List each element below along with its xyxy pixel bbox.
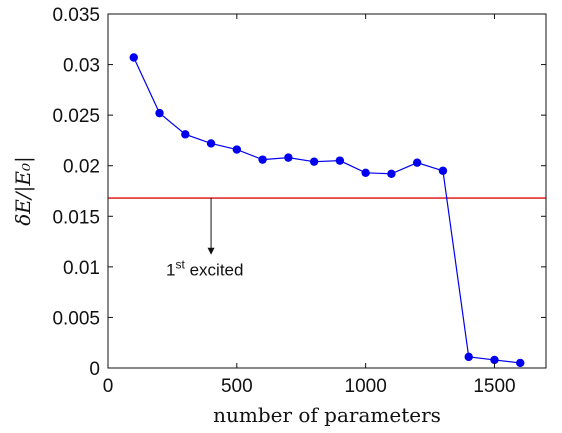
axes-frame <box>107 13 547 369</box>
y-tick-label: 0.03 <box>63 56 100 77</box>
x-tick-label: 1000 <box>345 376 387 397</box>
y-axis: 0 0.005 0.01 0.015 0.02 0.025 0.03 0.035 <box>52 5 546 380</box>
data-point <box>387 169 396 179</box>
y-tick-label: 0.015 <box>52 207 100 228</box>
y-tick-label: 0.02 <box>63 157 100 178</box>
annotation-arrow-head <box>207 247 215 255</box>
data-point <box>361 168 370 177</box>
x-axis: 0 500 1000 1500 <box>103 14 516 397</box>
series-line <box>133 57 521 364</box>
y-tick-label: 0.025 <box>52 106 100 127</box>
annotation-rest: excited <box>185 261 244 280</box>
y-tick-label: 0.01 <box>63 258 100 279</box>
annotation-first-excited: 1st excited <box>166 258 243 280</box>
data-point <box>516 358 525 368</box>
data-point <box>181 130 190 139</box>
x-tick-label: 1500 <box>473 376 515 397</box>
data-point <box>155 108 164 118</box>
annotation-main: 1 <box>166 261 175 280</box>
plot-area <box>107 13 547 369</box>
x-axis-title: number of parameters <box>213 403 441 427</box>
y-tick-label: 0.005 <box>52 308 100 329</box>
data-point <box>284 153 293 162</box>
data-point <box>412 158 422 167</box>
y-axis-title: δE/|E₀| <box>11 156 36 225</box>
data-point <box>232 145 242 154</box>
x-tick-label: 0 <box>103 376 114 397</box>
data-point <box>206 139 216 148</box>
data-point <box>258 155 267 164</box>
data-point <box>438 166 448 175</box>
y-tick-label: 0.035 <box>52 5 100 26</box>
data-point <box>335 156 345 165</box>
data-point <box>309 157 319 166</box>
y-tick-label: 0 <box>89 359 100 380</box>
data-point <box>464 352 473 362</box>
annotation-superscript: st <box>176 258 186 272</box>
data-point <box>129 53 138 62</box>
data-point <box>490 355 499 365</box>
x-tick-label: 500 <box>221 376 253 397</box>
